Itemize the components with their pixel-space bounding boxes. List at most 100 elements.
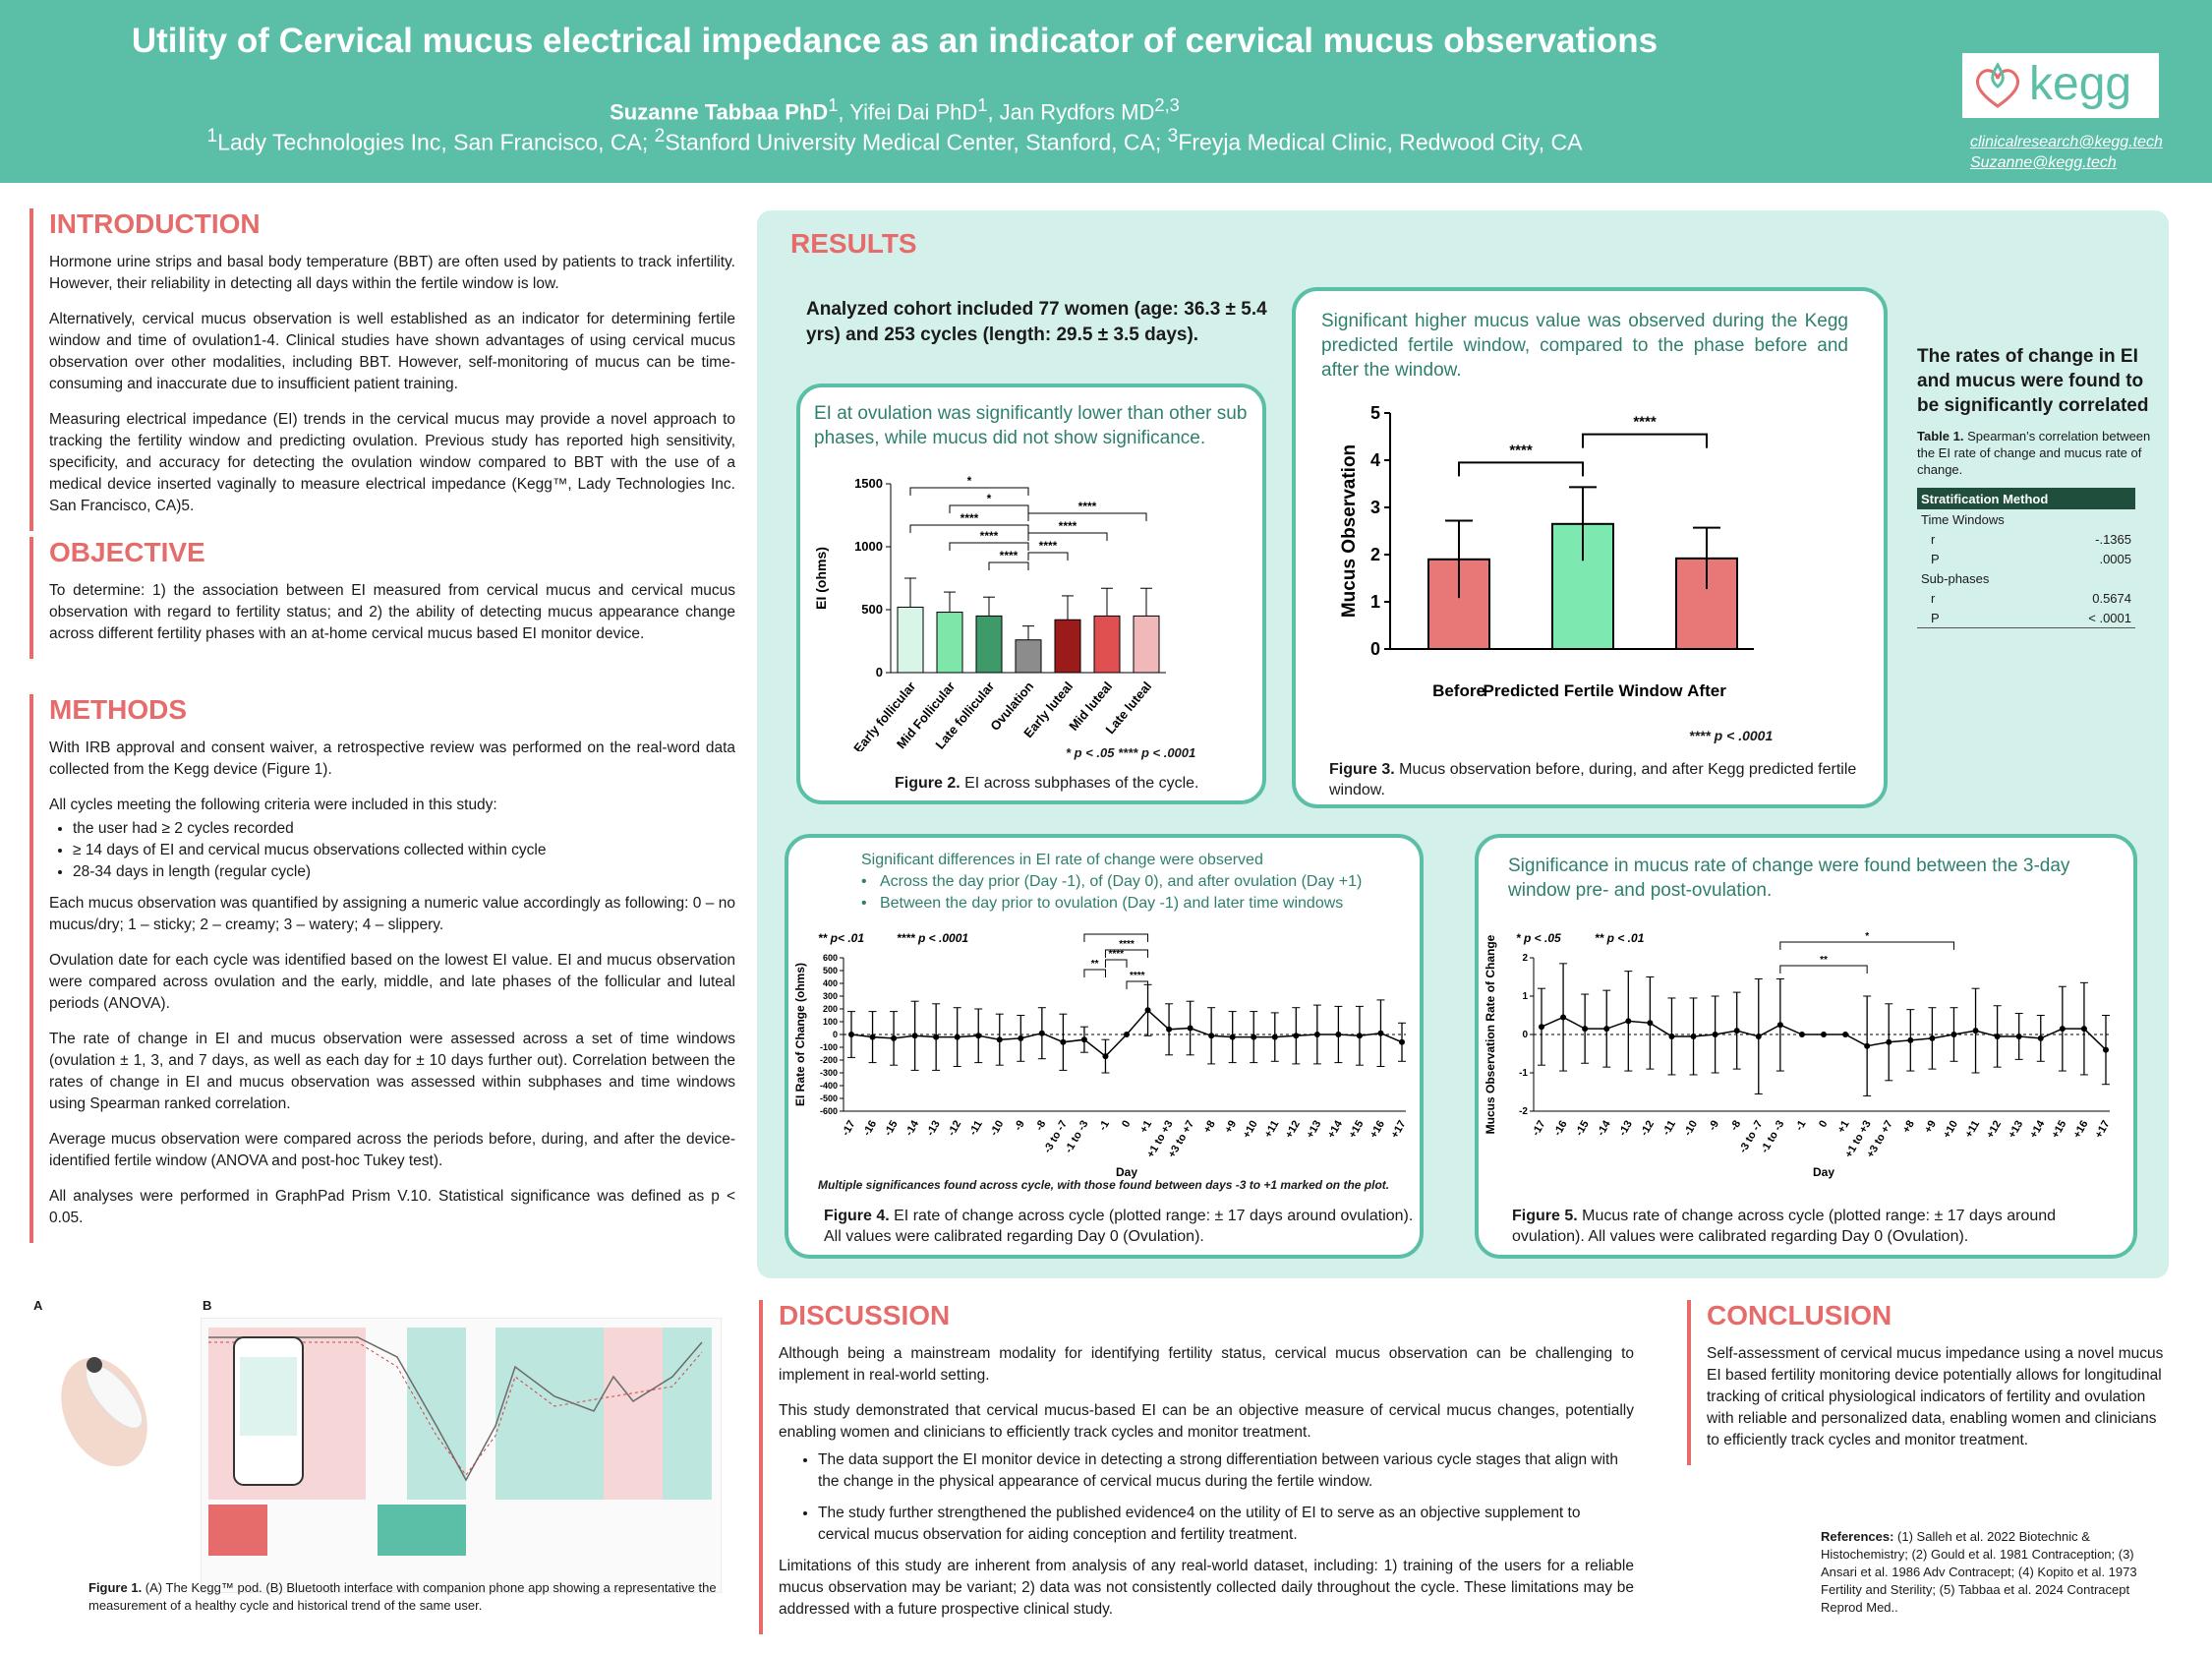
data-point: [996, 1036, 1003, 1043]
significance-label: ****: [1059, 519, 1077, 533]
data-point: [1994, 1033, 2001, 1039]
data-point: [1582, 1026, 1589, 1033]
heart-logo-icon: [1975, 62, 2020, 108]
list-item: The study further strengthened the publi…: [818, 1503, 1634, 1546]
significance-label: ****: [980, 529, 999, 543]
y-tick-label: 1000: [854, 539, 883, 554]
objective-section: OBJECTIVE To determine: 1) the associati…: [29, 537, 735, 659]
data-point: [1293, 1033, 1300, 1039]
y-tick-label: 1: [1522, 991, 1528, 1002]
y-tick-label: 0: [876, 665, 883, 679]
significance-label: ****: [960, 511, 979, 525]
x-axis-label: Day: [1116, 1165, 1137, 1179]
figure-4-chart: -600-500-400-300-200-1000100200300400500…: [793, 932, 1409, 1179]
introduction-p3: Measuring electrical impedance (EI) tren…: [49, 411, 735, 514]
x-tick-label: -9: [1013, 1119, 1027, 1133]
methods-p1: With IRB approval and consent waiver, a …: [49, 739, 735, 778]
introduction-section: INTRODUCTION Hormone urine strips and ba…: [29, 208, 735, 531]
x-tick-label: +1: [1137, 1119, 1154, 1136]
discussion-p1: Although being a mainstream modality for…: [779, 1345, 1634, 1384]
objective-p1: To determine: 1) the association between…: [49, 582, 735, 642]
significance-bracket: [1458, 461, 1584, 477]
data-point: [1733, 1028, 1740, 1034]
x-tick-label: -14: [903, 1118, 922, 1139]
data-point: [1798, 1032, 1805, 1037]
y-tick-label: 0: [833, 1030, 838, 1039]
author-3: , Jan Rydfors MD: [987, 99, 1155, 125]
data-point: [2037, 1034, 2044, 1041]
conclusion-section: CONCLUSION Self-assessment of cervical m…: [1687, 1300, 2169, 1465]
data-point: [1821, 1032, 1827, 1037]
list-item: The data support the EI monitor device i…: [818, 1449, 1634, 1493]
data-point: [1166, 1026, 1173, 1033]
figure-4-caption-label: Figure 4.: [824, 1208, 890, 1224]
email-link-1[interactable]: clinicalresearch@kegg.tech: [1970, 134, 2163, 150]
y-tick-label: 300: [823, 991, 838, 1001]
x-tick-label: -9: [1707, 1119, 1721, 1133]
significance-bracket: [909, 487, 1029, 496]
x-tick-label: 0: [1120, 1119, 1133, 1130]
data-point: [1603, 1026, 1610, 1033]
correlation-title: The rates of change in EI and mucus were…: [1917, 346, 2149, 416]
x-tick-label: +10: [1241, 1119, 1260, 1141]
data-point: [1929, 1034, 1936, 1041]
x-tick-label: -16: [861, 1119, 879, 1139]
data-point: [1229, 1034, 1236, 1040]
x-tick-label: -8: [1728, 1119, 1743, 1133]
y-tick-label: -400: [820, 1081, 838, 1091]
data-point: [911, 1033, 918, 1039]
data-point: [1208, 1033, 1215, 1039]
significance-label: ****: [1078, 500, 1097, 513]
methods-p3: Each mucus observation was quantified by…: [49, 895, 735, 933]
x-tick-label: +11: [1963, 1119, 1982, 1141]
affiliations-line: 1Lady Technologies Inc, San Francisco, C…: [206, 126, 1583, 155]
y-tick-label: 5: [1370, 403, 1380, 423]
x-axis-label: Day: [1813, 1165, 1834, 1179]
significance-bracket: [1126, 980, 1149, 989]
list-item: the user had ≥ 2 cycles recorded: [73, 818, 735, 840]
figure-4-title-text: Significant differences in EI rate of ch…: [861, 852, 1263, 868]
figure-4-bullet-2: • Between the day prior to ovulation (Da…: [861, 895, 1344, 912]
y-tick-label: 600: [823, 953, 838, 963]
kegg-pod-image: [61, 1357, 147, 1467]
authors-line: Suzanne Tabbaa PhD1, Yifei Dai PhD1, Jan…: [610, 94, 1180, 125]
y-tick-label: 2: [1522, 953, 1528, 964]
figure-2-caption-text: EI across subphases of the cycle.: [960, 775, 1199, 792]
methods-section: METHODS With IRB approval and consent wa…: [29, 694, 735, 1243]
discussion-p3: Limitations of this study are inherent f…: [779, 1558, 1634, 1618]
data-point: [1018, 1034, 1024, 1041]
data-point: [848, 1032, 854, 1037]
data-point: [1539, 1024, 1544, 1031]
significance-label: ****: [1108, 949, 1124, 960]
data-point: [2103, 1046, 2109, 1053]
significance-bracket: [1104, 959, 1128, 968]
data-point: [933, 1034, 940, 1040]
table-header: Stratification Method: [1917, 488, 2135, 509]
table-cell: r: [1931, 531, 1936, 547]
table-cell: -.1365: [2095, 531, 2131, 547]
references-label: References:: [1821, 1529, 1894, 1544]
significance-bracket: [909, 524, 1029, 533]
data-point: [1950, 1032, 1957, 1037]
table-row: r 0.5674: [1917, 588, 2135, 608]
table-1-label: Table 1.: [1917, 429, 1964, 443]
email-link-2[interactable]: Suzanne@kegg.tech: [1970, 154, 2117, 171]
y-tick-label: -2: [1519, 1106, 1528, 1117]
data-point: [1776, 1022, 1783, 1029]
y-tick-label: 200: [823, 1004, 838, 1014]
significance-bracket: [1582, 433, 1708, 448]
data-point: [2080, 1026, 2087, 1033]
significance-bracket: [1027, 532, 1108, 541]
significance-label: ****: [1108, 932, 1124, 934]
significance-label: *: [967, 474, 972, 488]
x-tick-label: Before: [1432, 681, 1485, 700]
y-axis-label: Mucus Observation Rate of Change: [1484, 934, 1497, 1134]
significance-label: ****: [1039, 539, 1058, 553]
figure-1-caption-label: Figure 1.: [88, 1580, 143, 1595]
table-cell: .0005: [2099, 551, 2131, 566]
data-point: [1625, 1018, 1632, 1025]
figure-1: A B: [33, 1288, 722, 1623]
y-tick-label: -600: [820, 1106, 838, 1116]
table-row: P < .0001: [1917, 608, 2135, 628]
